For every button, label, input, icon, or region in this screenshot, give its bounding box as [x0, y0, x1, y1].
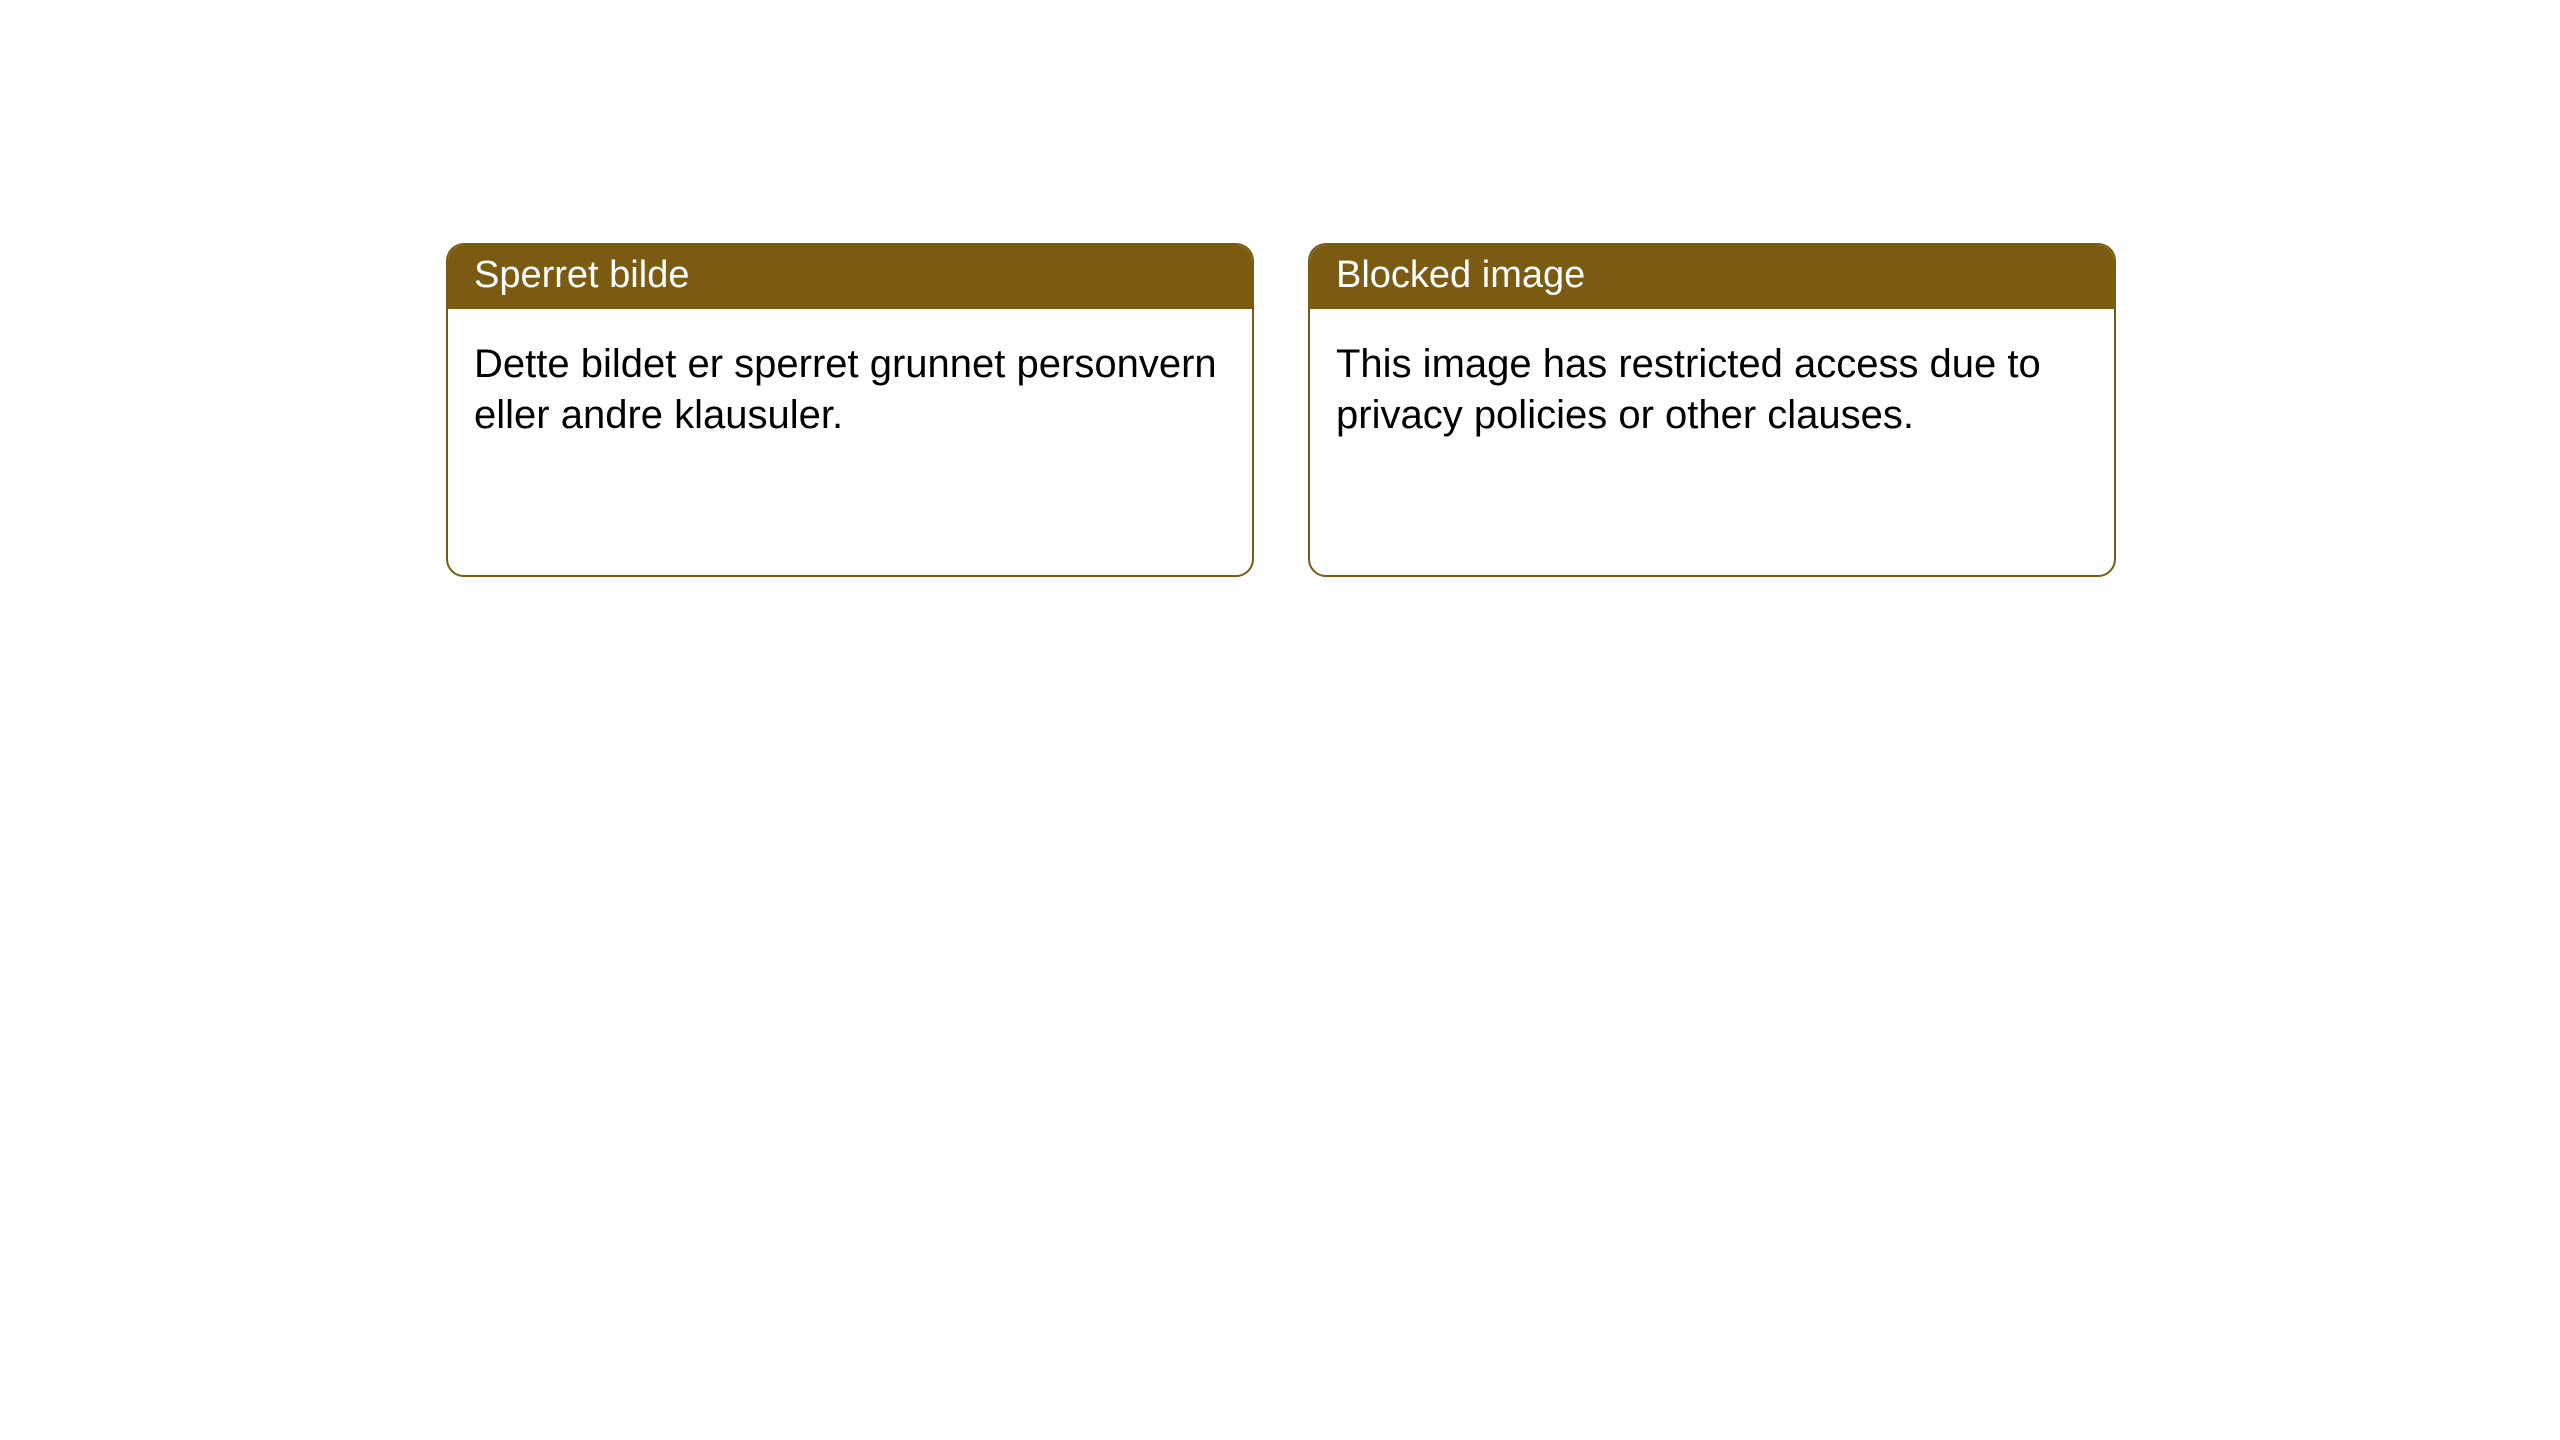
notice-container: Sperret bilde Dette bildet er sperret gr… — [0, 0, 2560, 577]
card-body-no: Dette bildet er sperret grunnet personve… — [448, 309, 1252, 471]
blocked-image-card-no: Sperret bilde Dette bildet er sperret gr… — [446, 243, 1254, 577]
blocked-image-card-en: Blocked image This image has restricted … — [1308, 243, 2116, 577]
card-header-en: Blocked image — [1310, 245, 2114, 309]
card-body-en: This image has restricted access due to … — [1310, 309, 2114, 471]
card-header-no: Sperret bilde — [448, 245, 1252, 309]
